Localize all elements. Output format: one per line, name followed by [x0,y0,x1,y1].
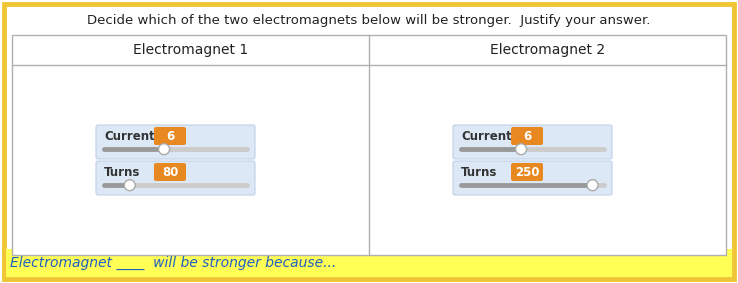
Circle shape [159,144,170,155]
Text: Turns: Turns [461,166,497,179]
Text: 6: 6 [523,130,531,143]
Text: 250: 250 [514,166,539,179]
FancyBboxPatch shape [12,35,726,255]
FancyBboxPatch shape [6,249,732,277]
FancyBboxPatch shape [511,127,543,145]
Text: Current: Current [461,130,511,143]
Text: Electromagnet 1: Electromagnet 1 [133,43,248,57]
Text: Electromagnet ____  will be stronger because...: Electromagnet ____ will be stronger beca… [10,256,337,270]
Text: Electromagnet 2: Electromagnet 2 [490,43,605,57]
Text: Turns: Turns [104,166,140,179]
Circle shape [587,180,598,191]
Text: 80: 80 [162,166,178,179]
FancyBboxPatch shape [453,125,612,159]
Circle shape [124,180,135,191]
Text: 6: 6 [166,130,174,143]
FancyBboxPatch shape [4,4,734,279]
Text: Current: Current [104,130,155,143]
FancyBboxPatch shape [96,125,255,159]
FancyBboxPatch shape [511,163,543,181]
Circle shape [516,144,526,155]
FancyBboxPatch shape [154,127,186,145]
FancyBboxPatch shape [453,161,612,195]
Text: Decide which of the two electromagnets below will be stronger.  Justify your ans: Decide which of the two electromagnets b… [87,14,651,27]
FancyBboxPatch shape [154,163,186,181]
FancyBboxPatch shape [96,161,255,195]
